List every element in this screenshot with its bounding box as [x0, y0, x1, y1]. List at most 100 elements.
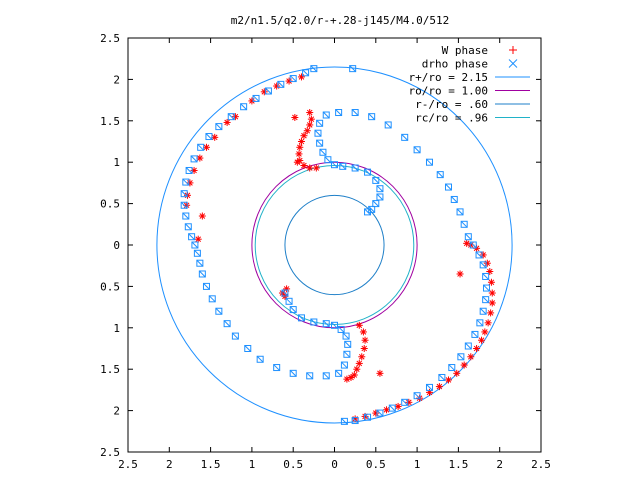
series-0-point-28 [467, 353, 475, 361]
series-1-point-57 [448, 364, 456, 372]
series-1-point-15 [180, 201, 188, 209]
series-1-point-43 [297, 314, 305, 322]
series-1-point-13 [182, 178, 190, 186]
x-tick-label-4: 0.5 [283, 458, 303, 471]
series-0-point-0 [306, 109, 314, 117]
series-1-point-65 [482, 272, 490, 280]
series-1-point-11 [190, 155, 198, 163]
series-0-point-4 [300, 132, 308, 140]
series-1-point-60 [471, 330, 479, 338]
series-1-point-9 [205, 133, 213, 141]
legend-label-1: drho phase [422, 58, 488, 71]
series-1-point-95 [372, 200, 380, 208]
circle-0 [156, 66, 513, 424]
legend-sample-1 [508, 59, 518, 68]
series-0-point-13 [293, 158, 301, 166]
series-1-point-30 [273, 364, 281, 372]
x-tick-label-2: 1.5 [201, 458, 221, 471]
series-1-point-17 [184, 223, 192, 231]
series-1-point-56 [438, 373, 446, 381]
series-1-point-73 [444, 183, 452, 191]
series-1-point-59 [464, 342, 472, 350]
series-0-point-21 [488, 289, 496, 297]
series-1-point-44 [289, 306, 297, 314]
series-0-point-59 [223, 118, 231, 126]
series-0-point-20 [487, 278, 495, 286]
legend-label-4: r-/ro = .60 [415, 98, 488, 111]
y-tick-label-0: 2.5 [100, 32, 120, 45]
series-1-point-62 [479, 307, 487, 315]
series-0-point-58 [231, 113, 239, 121]
series-0-point-11 [312, 164, 320, 172]
series-0-point-2 [306, 121, 314, 129]
series-1-point-64 [482, 284, 490, 292]
circle-3 [254, 165, 415, 325]
series-0-point-41 [456, 270, 464, 278]
series-0-point-35 [405, 398, 413, 406]
series-1-point-83 [316, 119, 324, 127]
series-0-point-48 [353, 365, 361, 373]
series-1-point-45 [285, 297, 293, 305]
legend-label-3: ro/ro = 1.00 [409, 85, 488, 98]
series-0-point-6 [296, 143, 304, 151]
series-1-point-33 [322, 372, 330, 380]
series-1-point-24 [208, 295, 216, 303]
y-tick-label-5: 0 [113, 239, 120, 252]
series-1-point-58 [457, 353, 465, 361]
series-0-point-9 [300, 162, 308, 170]
series-1-point-81 [335, 109, 343, 117]
series-1-point-88 [331, 161, 338, 169]
series-0-point-68 [285, 77, 293, 85]
series-0-point-32 [435, 383, 443, 391]
series-0-point-30 [453, 369, 461, 377]
series-1-point-3 [277, 80, 285, 88]
series-0-point-1 [307, 115, 315, 123]
series-1-point-78 [384, 121, 392, 129]
series-1-point-70 [460, 220, 468, 228]
series-1-point-84 [314, 129, 322, 137]
series-0-point-46 [358, 353, 366, 361]
series-1-point-26 [223, 320, 231, 328]
series-1-point-37 [344, 340, 352, 348]
y-tick-label-3: 1 [113, 156, 120, 169]
series-1-point-77 [401, 133, 409, 141]
series-0-point-47 [355, 359, 363, 367]
series-1-point-51 [376, 409, 384, 417]
series-1-point-34 [335, 369, 343, 377]
x-tick-label-0: 2.5 [118, 458, 138, 471]
y-tick-label-1: 2 [113, 73, 120, 86]
series-0-point-52 [376, 369, 384, 377]
x-tick-label-9: 2 [496, 458, 503, 471]
series-0-point-29 [460, 361, 468, 369]
series-1-point-67 [475, 251, 483, 259]
series-1-point-25 [215, 307, 223, 315]
series-1-point-32 [306, 372, 314, 380]
series-1-point-18 [188, 233, 196, 241]
series-1-point-75 [425, 158, 433, 166]
series-1-point-71 [456, 208, 464, 216]
data-points [180, 65, 496, 425]
series-1-point-79 [368, 113, 376, 121]
axis-ticks: 2.5 2 1.5 1 0.5 0 0.5 1 1.5 2 2.52.521.510.500.511… [100, 32, 551, 471]
series-1-point-97 [364, 208, 372, 216]
x-tick-label-3: 1 [249, 458, 256, 471]
series-0-point-70 [260, 88, 268, 96]
series-1-point-82 [322, 111, 330, 119]
series-1-point-76 [413, 146, 421, 154]
series-1-point-68 [469, 241, 477, 249]
series-1-point-5 [252, 94, 260, 102]
series-0-point-42 [355, 321, 363, 329]
y-tick-label-10: 2.5 [100, 446, 120, 459]
series-0-point-49 [350, 371, 358, 379]
legend-label-2: r+/ro = 2.15 [409, 71, 488, 84]
circle-2 [284, 194, 385, 296]
series-1-point-52 [388, 404, 396, 412]
series-1-point-20 [193, 249, 201, 257]
series-1-point-55 [425, 383, 433, 391]
series-0-point-10 [306, 164, 314, 172]
legend-sample-0 [509, 46, 517, 54]
series-1-point-16 [182, 212, 190, 220]
series-1-point-92 [372, 176, 380, 184]
series-1-point-91 [364, 168, 372, 176]
